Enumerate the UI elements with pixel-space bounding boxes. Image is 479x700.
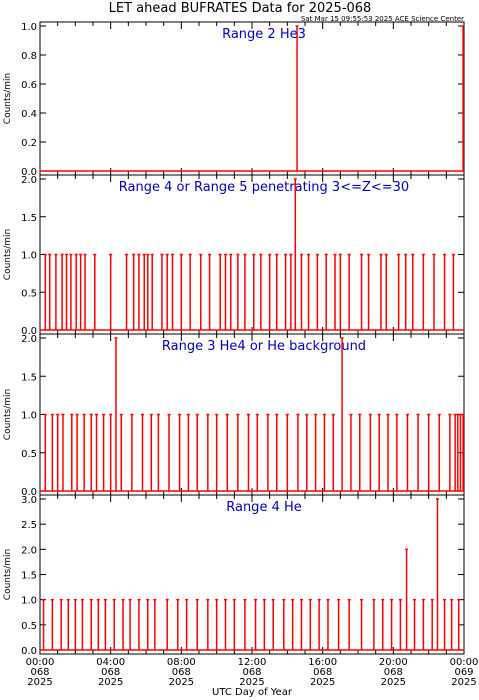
x-tick-doy: 068: [384, 667, 403, 678]
y-tick-label: 1.0: [21, 22, 37, 33]
x-tick-time: 00:00: [450, 657, 479, 668]
y-tick-label: 0.2: [21, 138, 37, 149]
panel-4: 0.0 0.5 1.0 1.5 2.0 2.5 3.0 Counts/min Range 4 H…: [3, 494, 465, 657]
x-tick-doy: 068: [242, 667, 261, 678]
y-tick-label: 1.5: [21, 571, 37, 582]
x-axis-label: UTC Day of Year: [212, 687, 293, 698]
chart-title: LET ahead BUFRATES Data for 2025-068: [109, 1, 372, 16]
y-tick-label: 1.5: [21, 372, 37, 383]
panel-frame: [39, 21, 465, 176]
x-tick-time: 16:00: [308, 657, 337, 668]
x-tick-year: 2025: [381, 677, 406, 688]
panel-title: Range 3 He4 or He background: [162, 339, 366, 354]
x-tick-time: 04:00: [96, 657, 125, 668]
y-tick-label: 1.0: [21, 596, 37, 607]
y-axis-label: Counts/min: [3, 73, 13, 124]
x-tick-doy: 068: [101, 667, 120, 678]
y-tick-label: 0.0: [21, 646, 37, 657]
y-axis-label: Counts/min: [3, 549, 13, 600]
panel-1: 0.0 0.2 0.4 0.6 0.8 1.0 Counts/min Range 2 He3: [3, 21, 465, 178]
x-tick-year: 2025: [310, 677, 335, 688]
y-tick-label: 0.5: [21, 449, 37, 460]
x-tick-time: 08:00: [167, 657, 196, 668]
y-axis-label: Counts/min: [3, 229, 13, 280]
panel-title: Range 4 He: [226, 500, 302, 515]
y-tick-label: 1.0: [21, 251, 37, 262]
panel-title: Range 2 He3: [222, 27, 306, 42]
panel-3: 0.0 0.5 1.0 1.5 2.0 Counts/min Range 3 He4 or …: [3, 333, 465, 498]
y-tick-label: 3.0: [21, 495, 37, 506]
x-axis-labels: 00:00068202504:00068202508:00068202512:0…: [26, 657, 479, 688]
x-tick-year: 2025: [451, 677, 476, 688]
x-tick-doy: 068: [313, 667, 332, 678]
y-tick-label: 1.0: [21, 411, 37, 422]
x-tick-time: 00:00: [26, 657, 55, 668]
y-tick-label: 0.5: [21, 288, 37, 299]
panel-frame: [39, 174, 465, 335]
y-tick-label: 0.4: [21, 109, 37, 120]
y-tick-label: 0.0: [21, 487, 37, 498]
x-tick-year: 2025: [98, 677, 123, 688]
x-tick-year: 2025: [27, 677, 52, 688]
y-axis-label: Counts/min: [3, 389, 13, 440]
x-tick-time: 20:00: [379, 657, 408, 668]
y-tick-label: 0.0: [21, 167, 37, 178]
timestamp: Sat Mar 15 09:55:53 2025 ACE Science Cen…: [301, 15, 464, 23]
x-tick-doy: 068: [30, 667, 49, 678]
y-tick-label: 2.0: [21, 334, 37, 345]
y-tick-label: 2.0: [21, 175, 37, 186]
y-tick-label: 1.5: [21, 213, 37, 224]
y-tick-label: 0.8: [21, 51, 37, 62]
y-tick-label: 0.0: [21, 326, 37, 337]
x-tick-year: 2025: [169, 677, 194, 688]
panel-2: 0.0 0.5 1.0 1.5 2.0 Counts/min Range 4 or Rang…: [3, 174, 465, 337]
y-tick-label: 0.6: [21, 80, 37, 91]
y-tick-label: 0.5: [21, 621, 37, 632]
panel-title: Range 4 or Range 5 penetrating 3<=Z<=30: [119, 180, 409, 195]
x-tick-time: 12:00: [238, 657, 267, 668]
y-tick-label: 2.5: [21, 520, 37, 531]
x-tick-doy: 069: [454, 667, 473, 678]
x-tick-year: 2025: [239, 677, 264, 688]
x-tick-doy: 068: [172, 667, 191, 678]
y-tick-label: 2.0: [21, 545, 37, 556]
